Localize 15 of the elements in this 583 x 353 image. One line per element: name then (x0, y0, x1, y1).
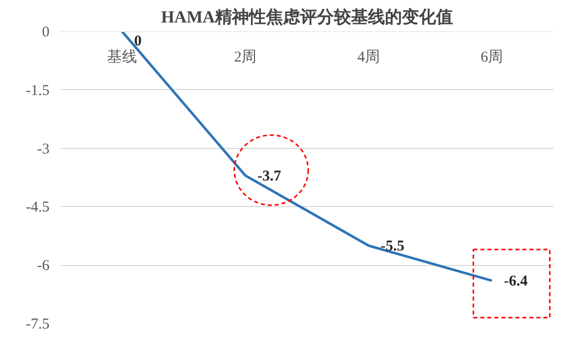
data-label: 0 (134, 34, 142, 50)
data-label: -6.4 (504, 274, 528, 290)
x-tick-label: 2周 (234, 50, 257, 66)
data-label: -3.7 (257, 168, 282, 185)
y-tick-label: 0 (42, 24, 50, 40)
data-label: -5.5 (380, 238, 404, 255)
y-tick-label: -3 (37, 141, 50, 158)
x-tick-label: 基线 (107, 48, 138, 66)
y-tick-label: -7.5 (26, 316, 50, 332)
x-tick-label: 6周 (480, 50, 504, 66)
x-tick-label: 4周 (357, 50, 380, 66)
y-tick-label: -6 (37, 258, 50, 274)
y-tick-label: -4.5 (26, 200, 50, 216)
chart-title: HAMA精神性焦虑评分较基线的变化值 (161, 8, 453, 26)
y-tick-label: -1.5 (26, 82, 50, 99)
